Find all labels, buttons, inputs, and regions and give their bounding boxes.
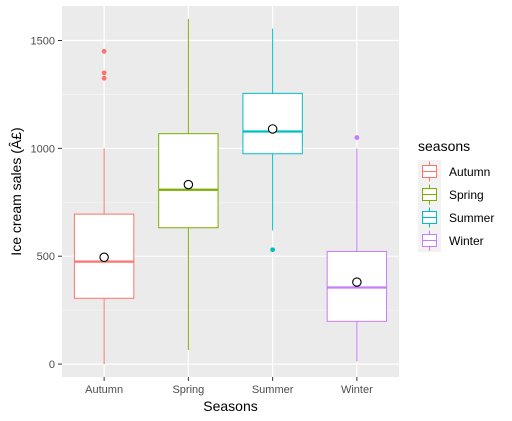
mean-point	[352, 277, 362, 287]
legend-entry-summer: Summer	[418, 206, 494, 229]
legend-label: Autumn	[449, 165, 490, 179]
y-axis: 0 500 1000 1500	[31, 36, 62, 371]
legend-entry-winter: Winter	[418, 229, 484, 252]
legend-label: Summer	[449, 211, 494, 225]
y-axis-title: Ice cream sales (Â£)	[8, 127, 24, 255]
x-tick-label: Summer	[252, 384, 294, 396]
outlier-point	[101, 48, 107, 54]
x-tick-label: Autumn	[85, 384, 123, 396]
outlier-point	[101, 70, 107, 76]
legend-entry-autumn: Autumn	[418, 160, 490, 183]
box-iqr	[242, 92, 303, 155]
legend-label: Winter	[449, 234, 484, 248]
box-autumn	[73, 48, 135, 365]
legend-entry-spring: Spring	[418, 183, 484, 206]
y-tick-label: 1000	[31, 143, 55, 155]
legend-title: seasons	[418, 138, 470, 154]
y-tick-label: 500	[37, 251, 55, 263]
legend-label: Spring	[449, 188, 484, 202]
outlier-point	[101, 75, 107, 81]
x-tick-label: Spring	[172, 384, 204, 396]
box-winter	[326, 135, 388, 362]
box-spring	[158, 18, 219, 351]
box-summer	[242, 28, 303, 253]
mean-point	[183, 179, 194, 190]
x-axis-title: Seasons	[203, 398, 257, 414]
outlier-point	[270, 247, 276, 253]
mean-point	[267, 124, 278, 134]
mean-point	[99, 252, 109, 263]
legend: seasons Autumn Spring Summer Winter	[418, 138, 494, 252]
y-tick-label: 0	[49, 359, 55, 371]
x-tick-label: Winter	[341, 384, 373, 396]
x-axis: Autumn Spring Summer Winter	[85, 377, 373, 396]
boxes-layer	[73, 18, 388, 365]
y-tick-label: 1500	[31, 36, 55, 48]
outlier-point	[354, 135, 360, 140]
